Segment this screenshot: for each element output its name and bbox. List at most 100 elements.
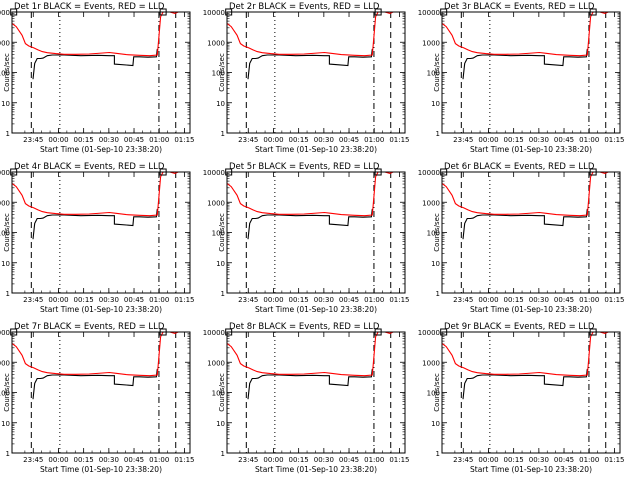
panel-title: Det 1r BLACK = Events, RED = LLD	[14, 2, 165, 12]
series-line-lld	[227, 332, 397, 377]
y-tick-label: 100	[212, 70, 225, 78]
y-tick-label: 1000	[207, 199, 225, 207]
panel-title: Det 4r BLACK = Events, RED = LLD	[14, 162, 165, 172]
y-tick-label: 10000	[0, 9, 10, 17]
series-line-events	[247, 48, 373, 80]
y-axis-label: Counts/sec	[3, 373, 11, 412]
x-tick-label: 01:00	[364, 296, 384, 304]
panel-title: Det 5r BLACK = Events, RED = LLD	[229, 162, 380, 172]
y-tick-label: 10	[216, 100, 225, 108]
y-tick-label: 1	[221, 130, 225, 138]
y-tick-label: 1	[436, 290, 440, 298]
x-tick-label: 01:15	[174, 456, 194, 464]
x-tick-label: 00:00	[478, 456, 498, 464]
x-tick-label: 00:00	[478, 136, 498, 144]
series-line-events	[32, 208, 158, 240]
panel-det-4: Det 4r BLACK = Events, RED = LLD Counts/s…	[0, 162, 195, 314]
panel-det-3: Det 3r BLACK = Events, RED = LLD Counts/s…	[418, 2, 625, 154]
y-tick-label: 10000	[418, 9, 440, 17]
y-tick-label: 1000	[0, 39, 10, 47]
y-tick-label: 100	[0, 230, 10, 238]
plot-frame	[11, 331, 191, 454]
x-tick-label: 00:00	[48, 456, 68, 464]
y-tick-label: 100	[0, 70, 10, 78]
plot-frame	[11, 11, 191, 134]
x-tick-label: 00:00	[263, 136, 283, 144]
y-axis-label: Counts/sec	[3, 213, 11, 252]
y-tick-label: 1000	[422, 39, 440, 47]
x-axis-label: Start Time (01-Sep-10 23:38:20)	[470, 305, 592, 314]
y-tick-label: 1	[221, 450, 225, 458]
y-axis-label: Counts/sec	[3, 53, 11, 92]
x-tick-label: 00:00	[48, 296, 68, 304]
plot-frame	[441, 331, 621, 454]
panel-title: Det 7r BLACK = Events, RED = LLD	[14, 322, 165, 332]
y-axis-label: Counts/sec	[433, 53, 441, 92]
y-tick-label: 1	[436, 450, 440, 458]
y-tick-label: 1	[6, 290, 10, 298]
x-tick-label: 01:15	[389, 456, 409, 464]
x-tick-label: 01:15	[174, 136, 194, 144]
x-tick-label: 01:00	[364, 136, 384, 144]
x-tick-label: 23:45	[453, 456, 473, 464]
panel-title: Det 3r BLACK = Events, RED = LLD	[444, 2, 595, 12]
x-tick-label: 23:45	[238, 456, 258, 464]
x-tick-label: 01:00	[149, 136, 169, 144]
x-tick-label: 00:00	[478, 296, 498, 304]
y-tick-label: 10	[216, 420, 225, 428]
x-tick-label: 00:30	[314, 296, 334, 304]
x-axis-label: Start Time (01-Sep-10 23:38:20)	[40, 145, 162, 154]
x-tick-label: 00:30	[99, 456, 119, 464]
x-tick-label: 00:30	[314, 456, 334, 464]
x-axis-label: Start Time (01-Sep-10 23:38:20)	[470, 465, 592, 474]
x-tick-label: 00:15	[74, 296, 94, 304]
series-line-events	[462, 368, 588, 400]
y-tick-label: 10	[1, 420, 10, 428]
y-tick-label: 100	[212, 230, 225, 238]
y-tick-label: 1	[6, 450, 10, 458]
y-tick-label: 10000	[418, 169, 440, 177]
x-tick-label: 00:15	[74, 136, 94, 144]
y-axis-label: Counts/sec	[218, 373, 226, 412]
panel-det-9: Det 9r BLACK = Events, RED = LLD Counts/s…	[418, 322, 625, 474]
series-line-lld	[442, 12, 612, 57]
panel-det-7: Det 7r BLACK = Events, RED = LLD Counts/s…	[0, 322, 195, 474]
panel-det-8: Det 8r BLACK = Events, RED = LLD Counts/s…	[203, 322, 410, 474]
x-tick-label: 00:30	[529, 136, 549, 144]
x-tick-label: 00:45	[339, 136, 359, 144]
x-tick-label: 00:00	[263, 296, 283, 304]
x-tick-label: 00:00	[263, 456, 283, 464]
series-line-lld	[12, 172, 182, 217]
y-tick-label: 10000	[203, 169, 225, 177]
x-tick-label: 00:30	[529, 456, 549, 464]
y-tick-label: 10	[1, 260, 10, 268]
x-tick-label: 00:15	[289, 136, 309, 144]
y-tick-label: 1000	[207, 359, 225, 367]
x-tick-label: 00:45	[339, 456, 359, 464]
x-tick-label: 00:00	[48, 136, 68, 144]
y-tick-label: 10	[216, 260, 225, 268]
y-tick-label: 1000	[422, 359, 440, 367]
x-tick-label: 01:15	[174, 296, 194, 304]
plot-frame	[226, 11, 406, 134]
x-tick-label: 00:45	[124, 456, 144, 464]
x-axis-label: Start Time (01-Sep-10 23:38:20)	[40, 465, 162, 474]
x-tick-label: 01:00	[149, 456, 169, 464]
x-tick-label: 01:00	[364, 456, 384, 464]
series-line-lld	[12, 12, 182, 57]
x-tick-label: 00:15	[289, 456, 309, 464]
y-tick-label: 10000	[203, 329, 225, 337]
y-tick-label: 1000	[422, 199, 440, 207]
y-tick-label: 10000	[418, 329, 440, 337]
series-line-events	[247, 208, 373, 240]
x-tick-label: 23:45	[23, 296, 43, 304]
panel-title: Det 9r BLACK = Events, RED = LLD	[444, 322, 595, 332]
x-tick-label: 01:15	[604, 136, 624, 144]
series-line-events	[247, 368, 373, 400]
x-tick-label: 00:45	[554, 456, 574, 464]
x-tick-label: 00:15	[504, 136, 524, 144]
y-tick-label: 10000	[0, 329, 10, 337]
y-tick-label: 10000	[0, 169, 10, 177]
y-tick-label: 100	[212, 390, 225, 398]
